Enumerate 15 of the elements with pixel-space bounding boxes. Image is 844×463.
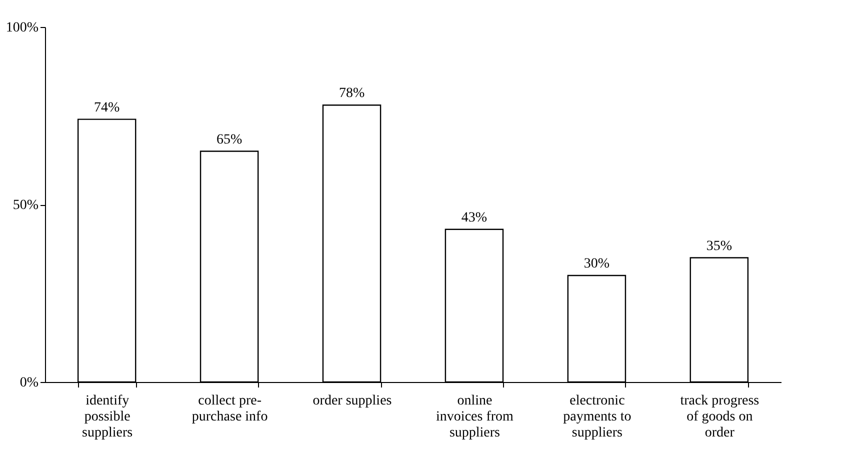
data-label: 78% — [338, 86, 365, 102]
x-tick-label: order supplies — [312, 394, 392, 408]
x-tick-label: online invoices from suppliers — [436, 394, 514, 440]
data-label: 35% — [706, 238, 732, 254]
x-tick-label: identify possible suppliers — [82, 394, 133, 440]
data-label: 30% — [584, 256, 610, 272]
y-tick-label: 0% — [20, 376, 39, 390]
x-tick-label: collect pre-purchase info — [192, 394, 268, 424]
data-label: 74% — [94, 100, 120, 116]
y-tick-label: 50% — [12, 198, 39, 213]
y-tick-label: 100% — [6, 20, 39, 36]
data-label: 43% — [461, 210, 488, 226]
x-tick-label: track progress of goods on order — [680, 394, 760, 440]
data-label: 65% — [216, 132, 242, 148]
x-tick-label: electronic payments to suppliers — [563, 394, 632, 440]
